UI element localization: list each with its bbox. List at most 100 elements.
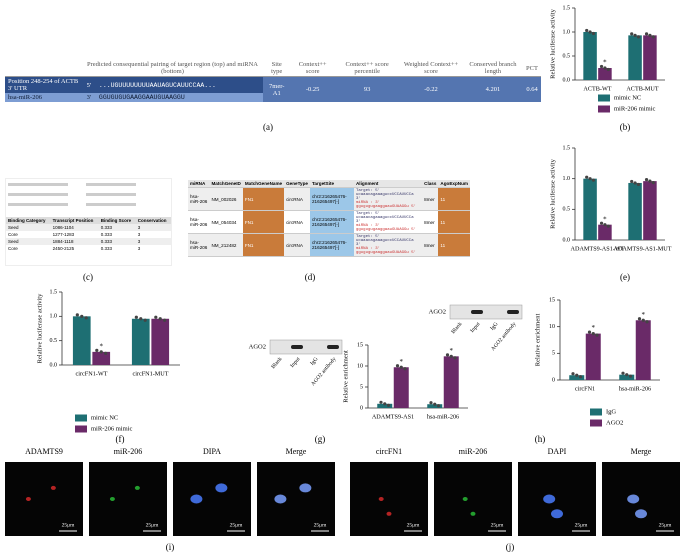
- legend-label: miR-206 mimic: [614, 105, 655, 112]
- channel-label: Merge: [631, 447, 652, 456]
- legend-label: mimic NC: [91, 414, 118, 421]
- channel-label: circFN1: [376, 447, 402, 456]
- blurred-text: [8, 203, 68, 206]
- replicate-dot: [95, 348, 99, 352]
- cell-signal: [462, 497, 468, 501]
- table-row: Seed 1086-1104 0.333 3: [6, 224, 171, 231]
- table-row: hsa-miR-206 NM_212482 FN1 circRNA chr2:21626…: [188, 233, 470, 257]
- header-cell: Context++ score: [290, 60, 336, 77]
- blurred-text: [8, 193, 68, 196]
- table-cell: 11: [438, 187, 470, 211]
- bar: [131, 318, 150, 365]
- table-cell: 8mer: [422, 187, 439, 211]
- replicate-dot: [383, 402, 387, 406]
- replicate-dot: [99, 350, 103, 354]
- table-cell: hsa-miR-206: [188, 187, 210, 211]
- y-tick-label: 1.5: [50, 289, 58, 295]
- significance-mark: *: [450, 347, 454, 355]
- header-cell: Binding Category: [8, 218, 46, 223]
- y-tick-label: 0: [552, 377, 555, 383]
- header-cell: GeneType: [284, 180, 310, 188]
- replicate-dot: [158, 317, 162, 321]
- table-cell: 8mer: [422, 233, 439, 257]
- table-cell: NM_002026: [209, 187, 243, 211]
- micrograph: [5, 462, 83, 536]
- y-tick-label: 10: [549, 324, 555, 330]
- x-tick-label: circFN1: [575, 385, 595, 392]
- table-row: Position 248-254 of ACTB 3' UTR 5' ...UGUU…: [5, 76, 541, 102]
- y-tick-label: 1.0: [50, 314, 58, 320]
- y-tick-label: 0: [360, 405, 363, 411]
- x-tick-label: hsa-miR-206: [619, 385, 651, 392]
- replicate-dot: [641, 318, 645, 322]
- header-cell: TargetSite: [309, 180, 354, 188]
- bar: [92, 351, 111, 365]
- replicate-dot: [80, 314, 84, 318]
- replicate-dot: [648, 33, 652, 37]
- blurred-text: [86, 193, 136, 196]
- significance-mark: *: [592, 324, 596, 332]
- scale-label: 25μm: [62, 522, 75, 528]
- cell-signal: [50, 485, 56, 490]
- header-cell: Alignment: [353, 180, 423, 188]
- replicate-dot: [575, 373, 579, 377]
- y-axis-label: Relative enrichment: [534, 314, 541, 367]
- cell-signal: [134, 485, 140, 490]
- scale-label: 25μm: [659, 522, 672, 528]
- replicate-dot: [625, 373, 629, 377]
- header-cell: Transcript Position: [52, 218, 94, 223]
- bar: [585, 333, 601, 380]
- replicate-dot: [630, 179, 634, 184]
- replicate-dot: [163, 318, 167, 322]
- table-cell: 0.333: [100, 225, 112, 230]
- y-axis-label: Relative enrichment: [342, 350, 349, 403]
- bar: [628, 35, 642, 80]
- cell-signal: [215, 483, 228, 493]
- table-cell: hsa-miR-206: [188, 233, 210, 257]
- bar: [635, 320, 651, 380]
- binding-table: Binding Category Transcript Position Bindi…: [6, 217, 171, 252]
- database-table: miRNA MatchGeneID MatchGeneName GeneType Tar…: [188, 180, 470, 257]
- table-cell: 11: [438, 233, 470, 257]
- bar: [583, 32, 597, 80]
- y-tick-label: 15: [549, 297, 555, 303]
- table-cell: 11: [438, 210, 470, 234]
- replicate-dot: [143, 318, 147, 322]
- bar: [628, 182, 642, 240]
- table-cell: 3: [137, 246, 141, 251]
- y-tick-label: 0.5: [563, 53, 571, 59]
- replicate-dot: [633, 33, 637, 37]
- table-cell: 3': [86, 94, 92, 101]
- micrograph: [350, 462, 428, 536]
- panel-label: (a): [263, 122, 273, 132]
- header-cell: Conservation: [137, 218, 167, 223]
- table-cell: 93: [335, 76, 400, 102]
- panel-label: (e): [620, 272, 630, 282]
- replicate-dot: [587, 330, 592, 334]
- scale-label: 25μm: [146, 522, 159, 528]
- channel-label: Merge: [286, 447, 307, 456]
- y-tick-label: 10: [357, 363, 363, 369]
- table-cell: 3: [137, 239, 141, 244]
- header-cell: Conserved branch length: [462, 60, 524, 77]
- bar: [583, 178, 597, 240]
- table-row: Seed 1884-1118 0.333 3: [6, 238, 171, 245]
- cell-signal: [386, 511, 392, 516]
- legend-label: IgG: [606, 408, 616, 415]
- micrograph: [602, 462, 680, 536]
- alignment-line: Target: 5' ucaaacagaaaguccUCCAUUCCa 3': [355, 189, 414, 201]
- replicate-dot: [599, 221, 604, 225]
- replicate-dot: [134, 315, 138, 319]
- table-cell: 5': [86, 81, 92, 89]
- replicate-dot: [644, 32, 649, 36]
- channel-label: ADAMTS9: [25, 447, 63, 456]
- header-cell: Predicted consequential pairing of targe…: [81, 60, 264, 77]
- blurred-text: [86, 183, 136, 186]
- channel-label: miR-206: [459, 447, 487, 456]
- bar: [569, 375, 585, 380]
- y-axis-label: Relative luciferase activity: [549, 158, 556, 228]
- table-cell: 4.201: [462, 76, 524, 102]
- replicate-dot: [606, 67, 610, 72]
- bar: [643, 181, 657, 240]
- table-cell: 1884-1118: [52, 239, 74, 244]
